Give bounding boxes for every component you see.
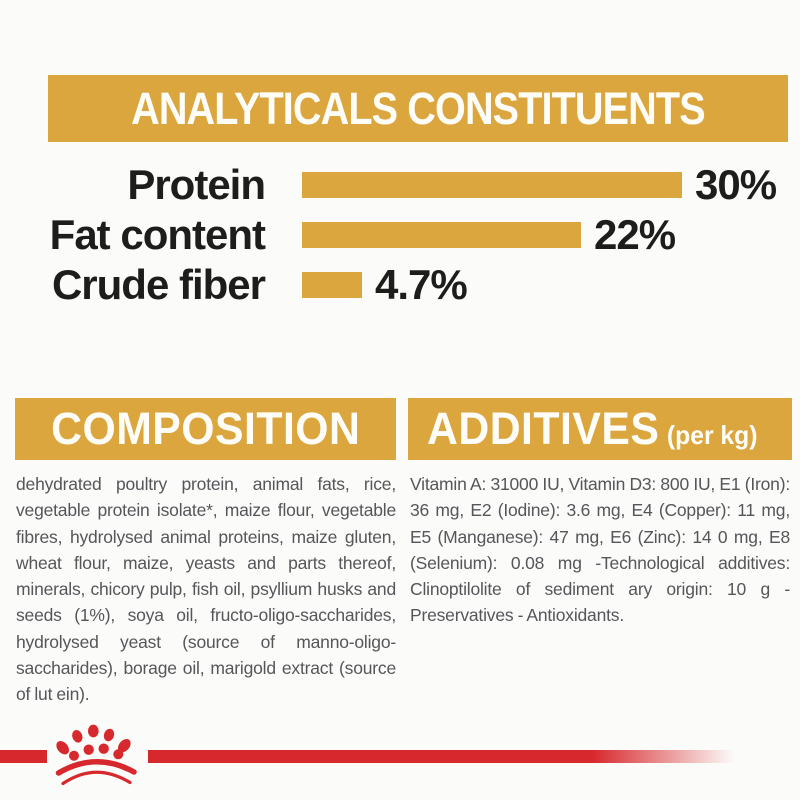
chart-label-protein: Protein xyxy=(127,161,266,208)
chart-value-protein: 30% xyxy=(695,161,777,208)
chart-bar-protein xyxy=(302,172,682,198)
royal-canin-crown-icon xyxy=(55,724,137,786)
chart-row-protein: Protein 30% xyxy=(48,161,777,208)
chart-value-fat-content: 22% xyxy=(594,211,676,258)
chart-row-crude-fiber: Crude fiber 4.7% xyxy=(48,261,468,308)
composition-header-banner: COMPOSITION xyxy=(15,398,396,460)
additives-title: ADDITIVES xyxy=(427,403,660,454)
additives-title-line: ADDITIVES (per kg) xyxy=(408,403,757,455)
additives-title-suffix: (per kg) xyxy=(666,420,758,450)
chart-label-fat-content: Fat content xyxy=(49,211,266,258)
brand-stripe-right xyxy=(148,750,740,763)
composition-body-text: dehydrated poultry protein, animal fats,… xyxy=(16,474,396,705)
analyticals-title: ANALYTICALS CONSTITUENTS xyxy=(131,82,706,134)
composition-title: COMPOSITION xyxy=(50,403,361,454)
chart-label-crude-fiber: Crude fiber xyxy=(51,261,266,308)
analyticals-header-banner: ANALYTICALS CONSTITUENTS xyxy=(48,75,788,142)
additives-header-banner: ADDITIVES (per kg) xyxy=(408,398,792,460)
brand-stripe-left xyxy=(0,750,47,763)
additives-body-text: Vitamin A: 31000 IU, Vitamin D3: 800 IU,… xyxy=(410,474,790,626)
chart-bar-crude-fiber xyxy=(302,272,362,298)
chart-bar-fat-content xyxy=(302,222,581,248)
chart-value-crude-fiber: 4.7% xyxy=(375,261,468,308)
chart-row-fat-content: Fat content 22% xyxy=(48,211,676,258)
